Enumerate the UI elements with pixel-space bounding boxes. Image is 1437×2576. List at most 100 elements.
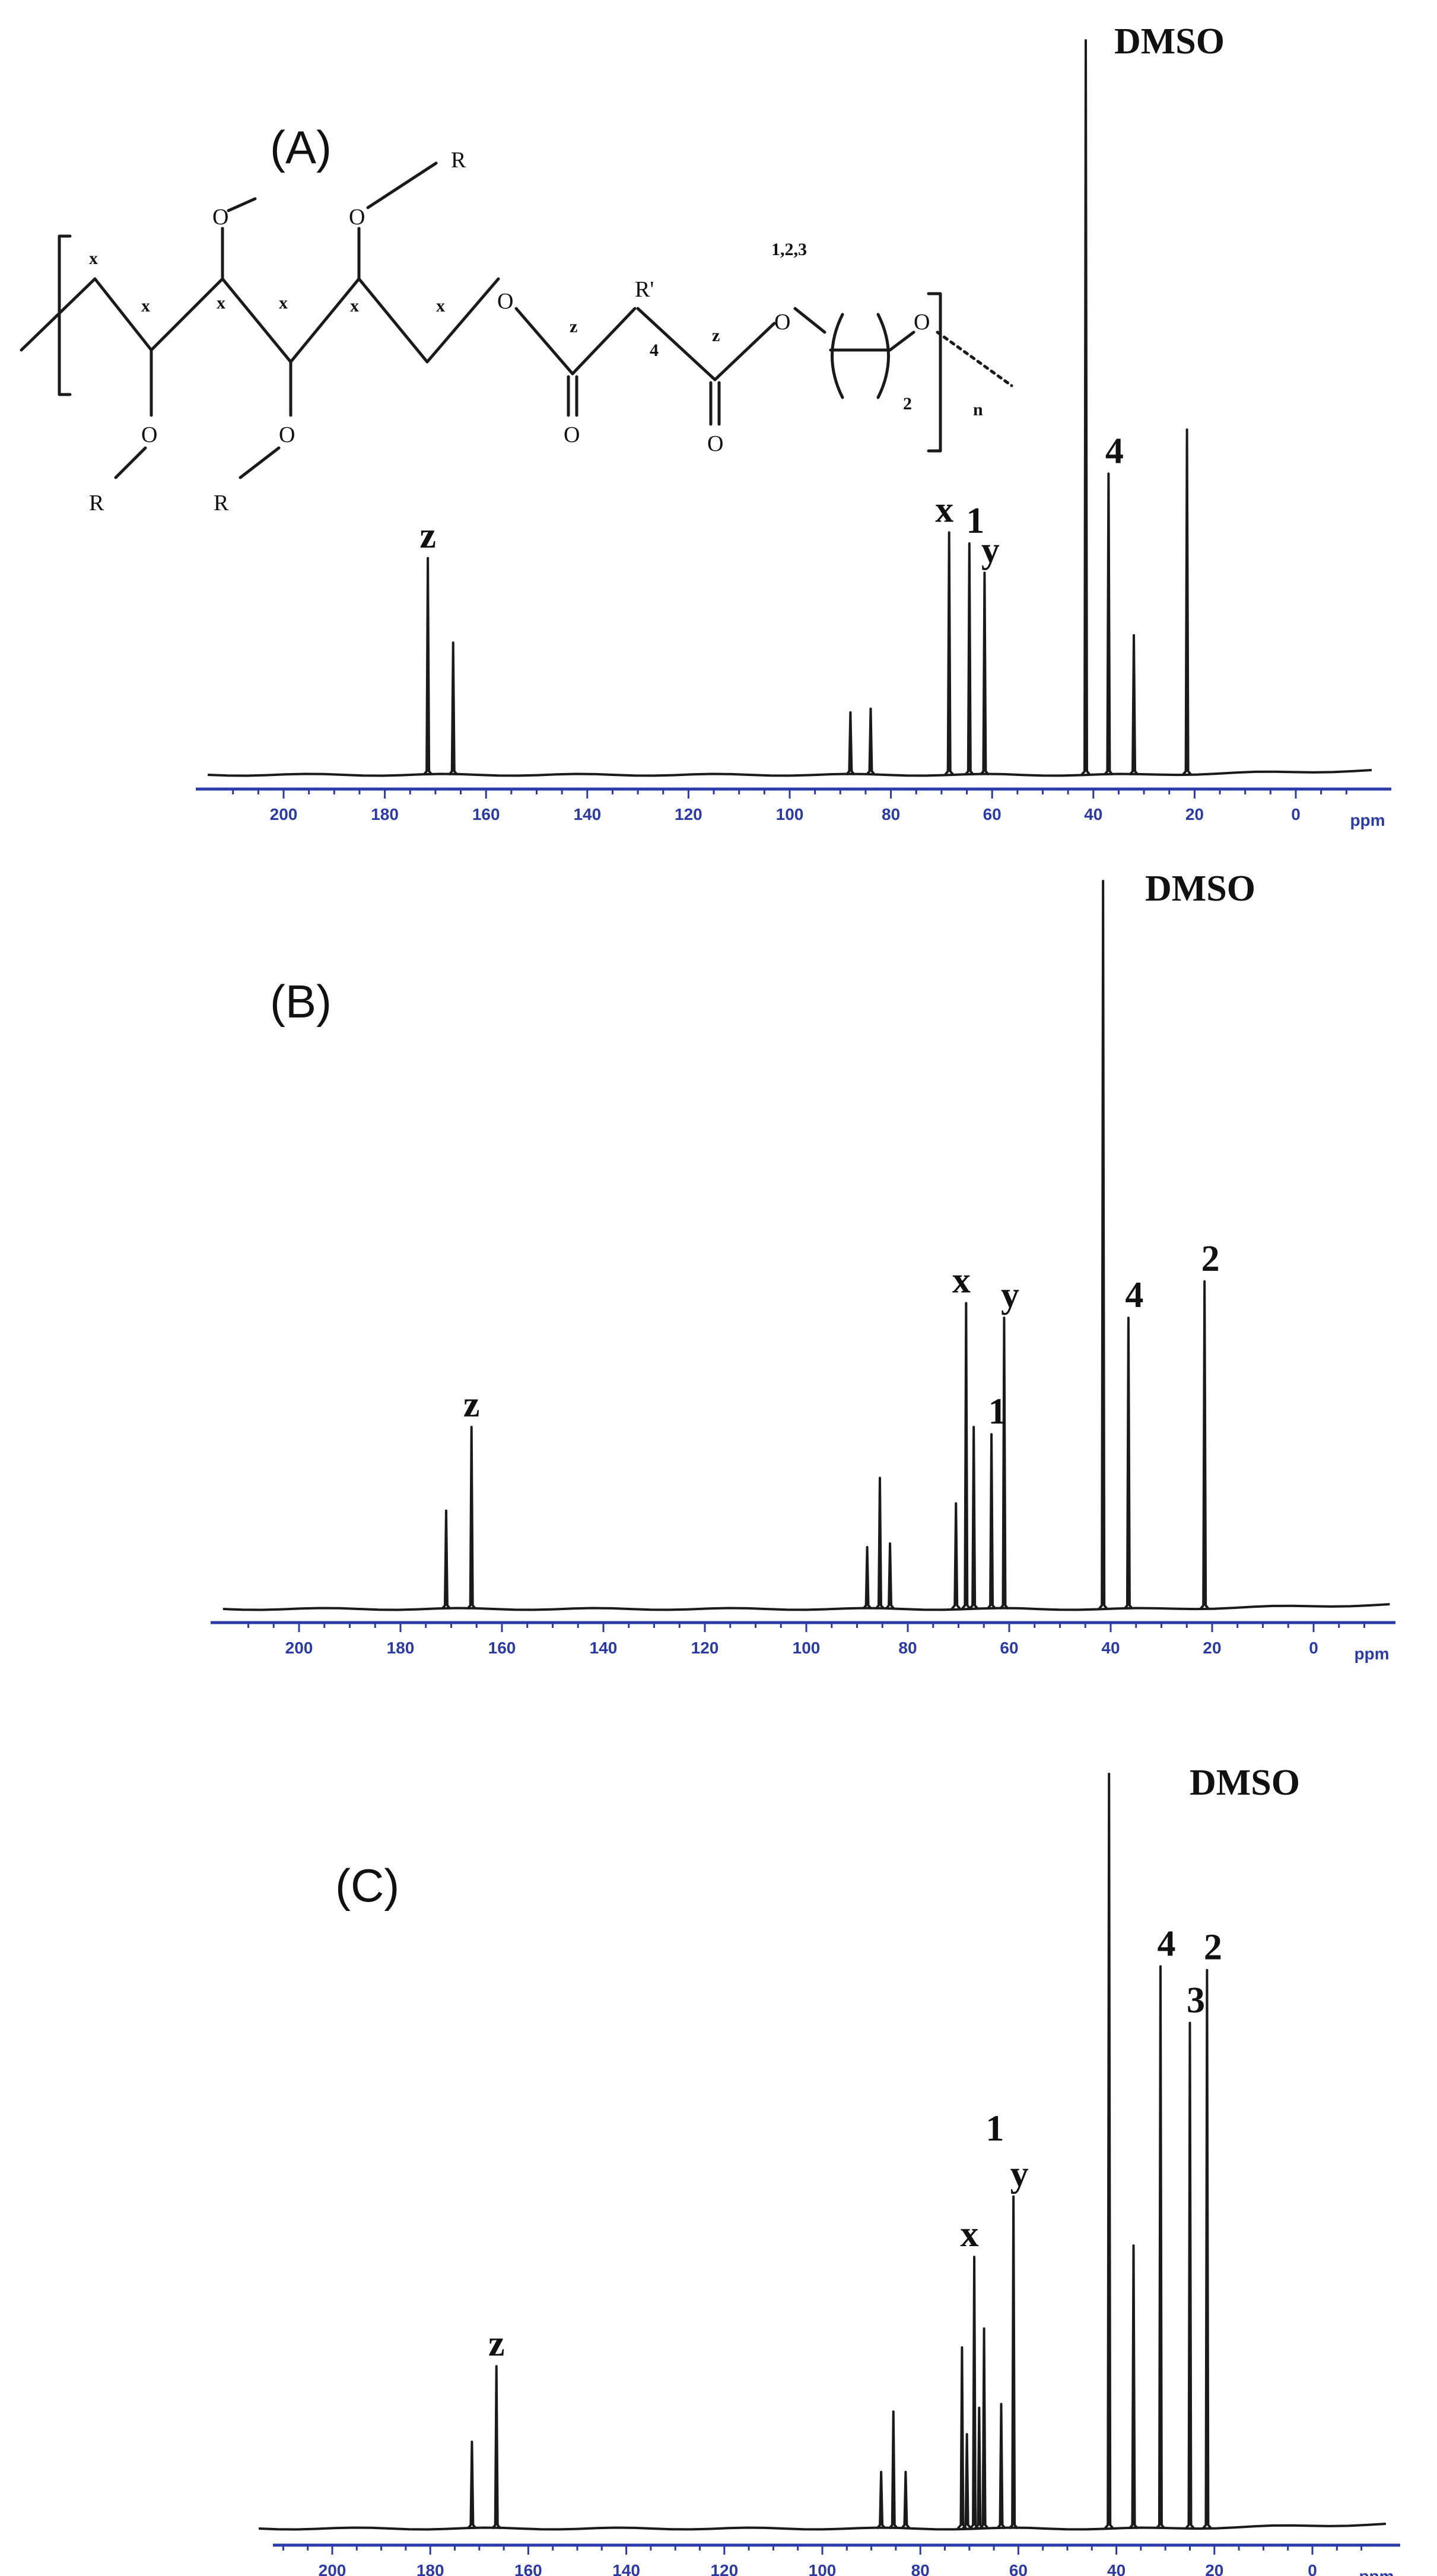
position-label: n	[973, 400, 983, 419]
x-tick-label: 160	[488, 1639, 516, 1657]
spectrum-baseline	[207, 769, 1372, 777]
peak-label: x	[952, 1261, 971, 1301]
bond	[571, 307, 637, 376]
atom-o: O	[707, 431, 723, 456]
peak-label: x	[935, 489, 953, 530]
x-tick-label: 20	[1203, 1639, 1221, 1657]
peak-label: 2	[1204, 1928, 1222, 1968]
position-label: x	[217, 293, 225, 313]
spectrum-peak	[1155, 1965, 1166, 2530]
bond	[888, 330, 915, 352]
spectrum-peak	[885, 1542, 895, 1610]
position-label: 1,2,3	[771, 240, 807, 259]
x-tick-label: 160	[514, 2561, 542, 2576]
peak-label: z	[488, 2324, 505, 2364]
spectrum-peak	[865, 707, 876, 776]
peak-label: 1	[988, 1392, 1007, 1432]
x-tick-label: 80	[898, 1639, 917, 1657]
spectrum-peak	[1182, 428, 1193, 776]
atom-o: O	[141, 422, 157, 447]
spectrum-peak	[466, 2440, 477, 2530]
atom-o: O	[349, 205, 365, 230]
x-tick-label: 100	[793, 1639, 821, 1657]
position-label: x	[350, 296, 359, 316]
peak-label: z	[463, 1384, 480, 1424]
spectrum-peak	[996, 2403, 1007, 2530]
x-tick-label: 80	[911, 2561, 930, 2576]
x-tick-label: 180	[387, 1639, 415, 1657]
atom-r: R	[89, 491, 104, 516]
peak-label: y	[1010, 2154, 1029, 2194]
x-tick-label: 40	[1107, 2561, 1126, 2576]
x-tick-label: 120	[675, 805, 702, 823]
position-label: z	[712, 326, 720, 345]
peak-label: y	[981, 530, 1000, 571]
spectrum-peak	[1103, 472, 1114, 776]
atom-o: O	[914, 310, 930, 335]
peak-label: 4	[1157, 1923, 1175, 1964]
spectrum-peak	[888, 2410, 899, 2530]
spectrum-peak	[1184, 2021, 1196, 2530]
spectrum-peak	[944, 531, 955, 776]
spectrum-peak	[845, 711, 856, 776]
bond	[227, 197, 257, 212]
peak-label: y	[1001, 1275, 1019, 1315]
panel-label: (B)	[270, 975, 332, 1028]
spectrum-peak	[875, 1477, 885, 1610]
bond	[114, 446, 147, 479]
x-tick-label: 20	[1185, 805, 1204, 823]
atom-o: O	[212, 205, 228, 230]
spectrum-baseline	[222, 1603, 1390, 1611]
x-tick-label: 180	[371, 805, 399, 823]
spectrum-peak	[961, 1302, 971, 1610]
spectrum-peak	[979, 2327, 990, 2530]
bond	[20, 277, 97, 352]
x-tick-label: 40	[1101, 1639, 1120, 1657]
x-tick-label: 20	[1205, 2561, 1223, 2576]
spectrum-peak	[979, 571, 990, 776]
peak-label: 4	[1105, 431, 1124, 471]
x-tick-label: 180	[417, 2561, 444, 2576]
left-bracket	[58, 234, 72, 396]
x-axis-unit: ppm	[1350, 811, 1385, 829]
bond	[239, 446, 281, 479]
x-tick-label: 60	[1009, 2561, 1028, 2576]
position-label: 4	[650, 341, 659, 360]
peak-label: 1	[985, 2108, 1004, 2149]
peak-label-dmso: DMSO	[1190, 1763, 1300, 1803]
peak-label: z	[419, 516, 436, 556]
x-tick-label: 100	[809, 2561, 837, 2576]
peak-label-dmso: DMSO	[1114, 21, 1225, 62]
x-tick-label: 0	[1308, 2561, 1317, 2576]
spectrum-peak	[950, 1502, 961, 1610]
spectrum-peak	[1128, 634, 1139, 776]
chemical-structure	[20, 161, 1013, 479]
spectrum-peak	[491, 2365, 502, 2530]
left-paren	[831, 313, 844, 399]
x-tick-label: 200	[270, 805, 298, 823]
spectrum-peak	[466, 1426, 477, 1610]
bond	[713, 322, 776, 381]
spectrum-peak	[986, 1433, 997, 1610]
position-label: x	[279, 293, 288, 313]
panel-label: (A)	[270, 121, 332, 173]
atom-o: O	[497, 289, 513, 314]
panel-label: (C)	[335, 1859, 399, 1912]
x-tick-label: 40	[1084, 805, 1102, 823]
x-tick-label: 200	[319, 2561, 346, 2576]
peak-label: 3	[1187, 1980, 1205, 2021]
x-tick-label: 140	[612, 2561, 640, 2576]
spectrum-peak	[1080, 39, 1091, 776]
x-axis-unit: ppm	[1359, 2567, 1394, 2576]
position-label: z	[570, 317, 577, 336]
peak-label: 1	[966, 501, 984, 541]
position-label: x	[436, 296, 445, 316]
spectrum-peak	[1128, 2244, 1139, 2530]
x-tick-label: 80	[882, 805, 900, 823]
spectrum-peak	[1104, 1773, 1114, 2530]
x-tick-label: 120	[710, 2561, 738, 2576]
spectrum-baseline	[259, 2523, 1387, 2531]
spectrum-peak	[999, 1316, 1009, 1610]
spectrum-peak	[448, 641, 459, 776]
